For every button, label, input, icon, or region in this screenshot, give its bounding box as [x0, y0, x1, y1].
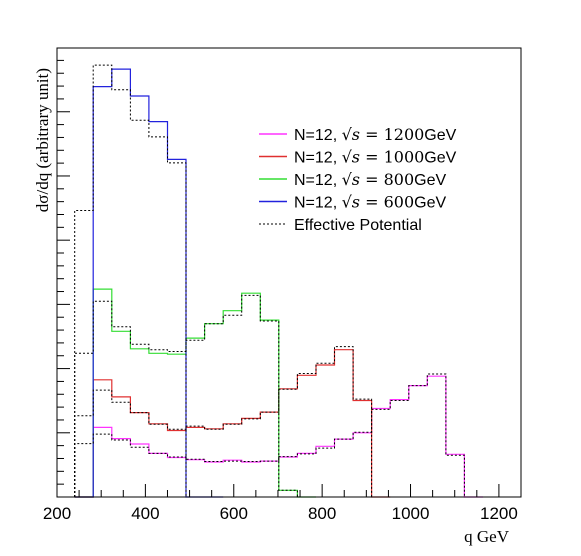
legend-label-3: N=12, √s = 600GeV	[294, 193, 446, 212]
series-line-2	[74, 288, 316, 498]
x-tick-label: 800	[308, 504, 336, 523]
series-line-3	[74, 68, 224, 498]
y-ticks	[57, 59, 70, 498]
legend-label-4: Effective Potential	[294, 217, 422, 234]
x-tick-labels: 200 400 600 800 1000 1200	[43, 504, 518, 523]
x-ticks	[56, 484, 522, 497]
effective-potential-line-1	[74, 346, 391, 498]
legend-label-1: N=12, √s = 1000GeV	[294, 148, 457, 167]
x-tick-label: 1200	[480, 504, 518, 523]
series-line-1	[74, 349, 391, 498]
x-tick-label: 1000	[392, 504, 430, 523]
plot-frame	[56, 47, 522, 498]
legend-label-2: N=12, √s = 800GeV	[294, 170, 446, 189]
effective-potential-line-2	[74, 294, 316, 498]
x-tick-label: 200	[43, 504, 71, 523]
x-tick-label: 600	[220, 504, 248, 523]
x-axis-label: q GeV	[464, 527, 510, 546]
y-axis-label: dσ/dq (arbitrary unit)	[33, 68, 52, 212]
x-tick-label: 400	[131, 504, 159, 523]
legend: N=12, √s = 1200GeV N=12, √s = 1000GeV N=12…	[259, 125, 457, 234]
legend-label-0: N=12, √s = 1200GeV	[294, 125, 457, 144]
effective-potential-line-0	[74, 373, 483, 498]
effective-potential-line-3	[74, 64, 224, 498]
series-layer	[74, 64, 483, 498]
